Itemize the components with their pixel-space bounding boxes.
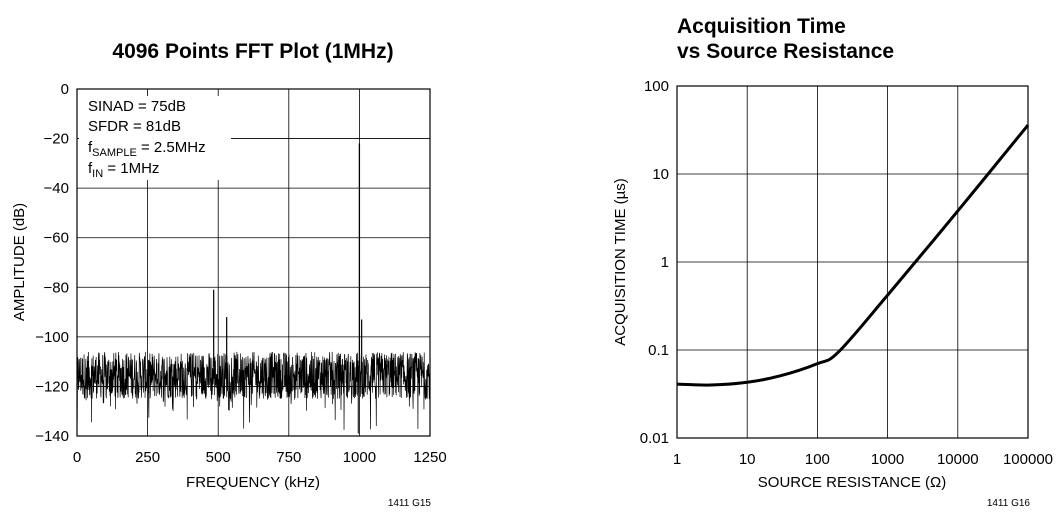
acq-x-axis-label: SOURCE RESISTANCE (Ω): [758, 474, 946, 491]
fft-fin-subscript: IN: [92, 168, 103, 180]
fft-y-tick-label: −100: [35, 329, 69, 346]
fft-fsample-annotation: fSAMPLE = 2.5MHz: [88, 139, 206, 159]
acq-x-tick-label: 1: [673, 451, 681, 468]
fft-fsample-symbol: f: [88, 139, 93, 156]
acq-figure-code: 1411 G16: [987, 498, 1031, 509]
fft-fin-annotation: fIN = 1MHz: [88, 160, 159, 180]
fft-x-tick-label: 250: [135, 449, 160, 466]
acq-x-tick-label: 100000: [1003, 451, 1053, 468]
fft-y-axis-label: AMPLITUDE (dB): [11, 203, 28, 321]
fft-sinad-annotation: SINAD = 75dB: [88, 98, 186, 115]
fft-x-tick-label: 750: [276, 449, 301, 466]
fft-noise-trace: [76, 351, 431, 430]
acq-chart-title-line2: vs Source Resistance: [677, 40, 894, 63]
fft-y-tick-label: 0: [61, 81, 69, 98]
fft-marks: [213, 143, 363, 434]
fft-y-tick-label: −60: [44, 230, 69, 247]
fft-fin-value: = 1MHz: [103, 160, 159, 177]
acq-chart-title-line1: Acquisition Time: [677, 15, 846, 38]
fft-chart-title: 4096 Points FFT Plot (1MHz): [112, 40, 393, 63]
acq-y-tick-label: 10: [652, 166, 669, 183]
acq-y-tick-label: 0.1: [648, 342, 669, 359]
fft-x-tick-label: 500: [206, 449, 231, 466]
fft-figure-code: 1411 G15: [388, 498, 432, 509]
fft-annotation-background: [79, 96, 231, 180]
fft-x-tick-label: 0: [73, 449, 81, 466]
fft-x-tick-labels: 0 250 500 750 1000 1250: [73, 449, 447, 466]
acq-plot-frame: [676, 85, 1029, 439]
acq-gridlines: [677, 86, 1028, 438]
acq-x-tick-label: 10: [739, 451, 756, 468]
acq-y-tick-label: 0.01: [640, 430, 669, 447]
acq-x-tick-label: 100: [805, 451, 830, 468]
fft-sfdr-annotation: SFDR = 81dB: [88, 118, 181, 135]
fft-noise-floor: [76, 351, 431, 430]
fft-x-tick-label: 1000: [343, 449, 376, 466]
acq-series-curve: [676, 124, 1030, 387]
acq-y-tick-label: 100: [644, 78, 669, 95]
fft-fin-symbol: f: [88, 160, 93, 177]
fft-x-axis-label: FREQUENCY (kHz): [186, 474, 320, 491]
fft-y-tick-label: −80: [44, 279, 69, 296]
acq-chart: Acquisition Time vs Source Resistance 10…: [612, 15, 1053, 509]
fft-chart: 4096 Points FFT Plot (1MHz) 0 −20 −40 −60 −8…: [11, 40, 447, 509]
acq-x-tick-label: 10000: [937, 451, 979, 468]
fft-y-tick-labels: 0 −20 −40 −60 −80 −100 −120 −140: [35, 81, 69, 445]
fft-fsample-value: = 2.5MHz: [137, 139, 206, 156]
fft-plot-frame: [76, 88, 431, 437]
acq-y-tick-labels: 100 10 1 0.1 0.01: [640, 78, 669, 447]
fft-y-tick-label: −20: [44, 131, 69, 148]
fft-x-tick-label: 1250: [413, 449, 446, 466]
acq-y-axis-label: ACQUISITION TIME (µs): [612, 178, 629, 346]
acq-x-tick-label: 1000: [871, 451, 904, 468]
acq-y-tick-label: 1: [661, 254, 669, 271]
fft-fsample-subscript: SAMPLE: [92, 147, 137, 159]
fft-y-tick-label: −120: [35, 378, 69, 395]
fft-y-tick-label: −140: [35, 428, 69, 445]
acq-x-tick-labels: 1 10 100 1000 10000 100000: [673, 451, 1053, 468]
fft-y-tick-label: −40: [44, 180, 69, 197]
